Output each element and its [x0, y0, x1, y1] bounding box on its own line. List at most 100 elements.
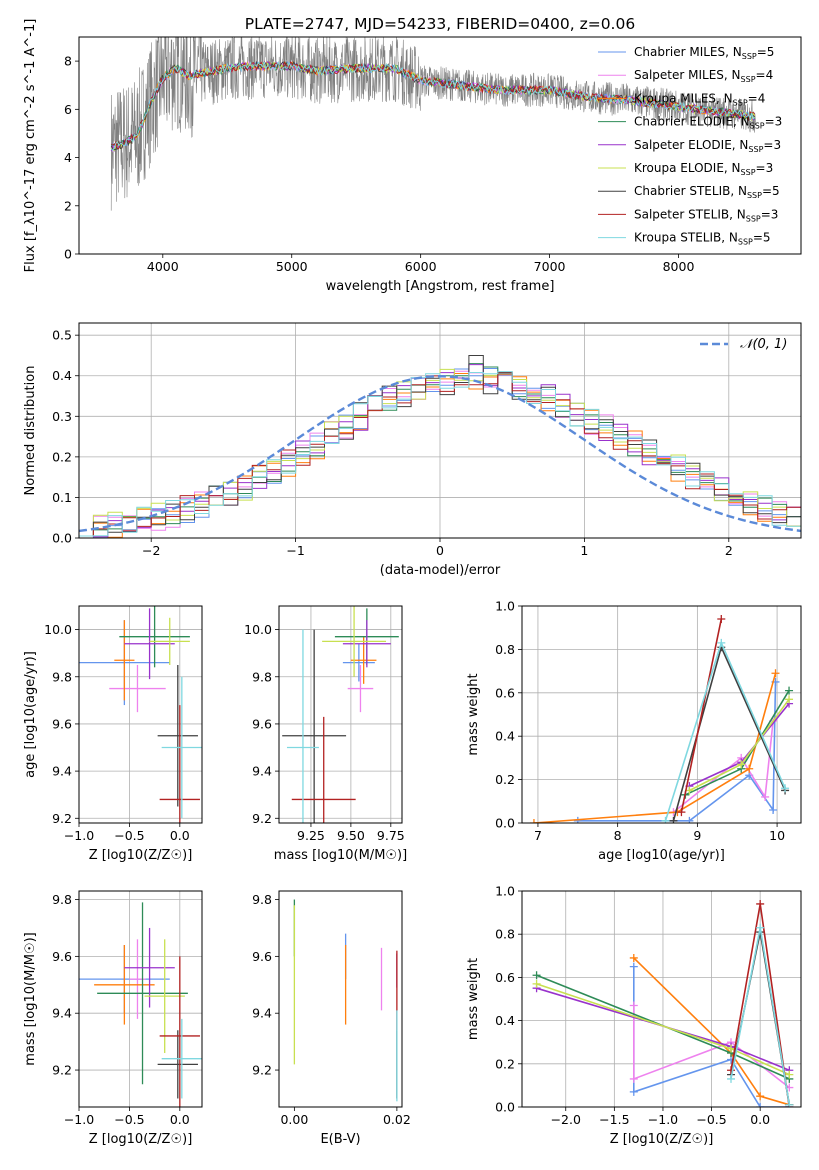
y-tick-label: 0.4	[495, 729, 515, 744]
plot-area	[79, 891, 202, 1107]
weight-marker	[769, 805, 778, 814]
x-tick-label: −2.0	[551, 1112, 581, 1127]
error-point-6	[322, 606, 387, 677]
y-tick-label: 9.6	[252, 949, 272, 964]
x-tick-label: −1.0	[648, 1112, 678, 1127]
y-tick-label: 0.8	[495, 927, 515, 942]
weight-marker	[661, 816, 670, 823]
y-tick-label: 0.4	[52, 368, 72, 383]
x-tick-label: −0.5	[114, 828, 144, 843]
y-tick-label: 8	[64, 54, 72, 69]
x-tick-label: 0.0	[170, 828, 190, 843]
error-point-2	[347, 664, 374, 713]
y-tick-label: 9.6	[52, 949, 72, 964]
y-tick-label: 0.2	[495, 772, 515, 787]
x-axis-label: E(B-V)	[320, 1132, 360, 1147]
y-tick-label: 9.6	[52, 716, 72, 731]
weight-marker	[629, 953, 638, 962]
chart-age-vs-mass: 9.25 9.50 9.75 9.2 9.4 9.6 9.8 10.0 mass [log10(…	[244, 605, 407, 863]
weight-marker	[785, 1070, 794, 1079]
weight-marker	[756, 1103, 765, 1107]
histogram-series-3	[79, 373, 801, 538]
weight-line-2	[633, 1005, 790, 1089]
x-axis-label: Z [log10(Z/Z☉)]	[89, 1132, 193, 1147]
axes-frame	[78, 36, 802, 255]
y-tick-label: 0.0	[495, 1100, 515, 1115]
chart-mass-weight-vs-age: 7 8 9 10 0.0 0.2 0.4 0.6 0.8 1.0 age [log10(age/yr…	[466, 599, 802, 863]
plot-area	[293, 899, 398, 1102]
error-point-1	[342, 643, 375, 682]
axes-frame	[78, 890, 203, 1108]
x-tick-label: 10	[769, 828, 785, 843]
error-point-8	[159, 705, 200, 823]
weight-line-3	[633, 957, 790, 1106]
histogram-series-9	[79, 371, 801, 537]
error-point-3	[94, 945, 155, 1025]
error-point-4	[119, 606, 190, 668]
weight-marker	[771, 669, 780, 678]
y-tick-label: 0.1	[52, 490, 72, 505]
spectrum-legend: Chabrier MILES, NSSP=5 Salpeter MILES, NS…	[598, 45, 782, 247]
chart-spectrum: 4000 5000 6000 7000 8000 0 2 4 6 8 wavelength [Ang…	[23, 19, 802, 294]
x-tick-label: 9	[693, 828, 701, 843]
x-tick-label: −0.5	[114, 1112, 144, 1127]
weight-marker	[529, 819, 538, 823]
x-axis-label: Z [log10(Z/Z☉)]	[610, 1132, 714, 1147]
y-axis-label: Flux [f_λ10^-17 erg cm^-2 s^-1 A^-1]	[23, 19, 38, 273]
error-point-7	[157, 664, 198, 807]
legend-entry: Kroupa MILES, NSSP=4	[634, 91, 765, 107]
plot-area	[522, 891, 801, 1107]
legend-entry: Salpeter ELODIE, NSSP=3	[634, 138, 781, 154]
weight-marker	[785, 1100, 794, 1107]
weight-marker	[532, 971, 541, 980]
y-tick-label: 9.2	[52, 1063, 72, 1078]
y-tick-label: 9.4	[52, 764, 72, 779]
observed-spectrum	[110, 37, 757, 211]
chart-residual-distribution: −2 −1 0 1 2 0.0 0.1 0.2 0.3 0.4 0.5 (data-model)/er…	[23, 322, 802, 578]
x-tick-label: 0	[436, 543, 444, 558]
x-tick-label: 1	[580, 543, 588, 558]
axes-frame	[278, 605, 403, 824]
y-tick-label: 9.4	[252, 764, 272, 779]
y-tick-label: 0.8	[495, 642, 515, 657]
y-tick-label: 9.6	[252, 716, 272, 731]
weight-marker	[629, 1074, 638, 1083]
x-tick-label: 9.75	[377, 828, 405, 843]
y-tick-label: 0.2	[52, 449, 72, 464]
histogram-series-5	[79, 364, 801, 538]
histogram-series-8	[79, 371, 801, 537]
x-tick-label: 0.02	[383, 1112, 411, 1127]
y-axis-label: mass weight	[466, 958, 481, 1040]
y-tick-label: 6	[64, 102, 72, 117]
legend-entry: Kroupa STELIB, NSSP=5	[634, 231, 771, 247]
y-tick-label: 9.4	[52, 1006, 72, 1021]
weight-marker	[761, 792, 770, 801]
weight-marker	[717, 615, 726, 624]
error-point-2	[109, 664, 166, 713]
y-tick-label: 10.0	[44, 622, 72, 637]
weight-marker	[727, 1066, 736, 1075]
x-tick-label: 5000	[276, 259, 308, 274]
plot-area	[79, 323, 801, 538]
x-tick-label: 4000	[147, 259, 179, 274]
error-point-7	[282, 629, 347, 823]
weight-marker	[781, 784, 790, 793]
y-tick-label: 1.0	[495, 599, 515, 614]
weight-marker	[785, 686, 794, 695]
y-tick-label: 0.5	[52, 328, 72, 343]
plot-area	[522, 606, 801, 823]
axes-frame	[78, 605, 203, 824]
weight-marker	[629, 962, 638, 971]
axes-frame	[521, 890, 802, 1108]
weight-marker	[727, 1044, 736, 1053]
error-point-6	[144, 939, 185, 1053]
weight-marker	[677, 808, 686, 817]
x-tick-label: −1.5	[599, 1112, 629, 1127]
y-tick-label: 10.0	[244, 622, 272, 637]
y-tick-label: 9.2	[52, 811, 72, 826]
error-point-6	[149, 617, 190, 665]
y-tick-label: 9.8	[252, 669, 272, 684]
x-tick-label: 7	[534, 828, 542, 843]
x-tick-label: 7000	[534, 259, 566, 274]
y-axis-label: mass weight	[466, 673, 481, 755]
